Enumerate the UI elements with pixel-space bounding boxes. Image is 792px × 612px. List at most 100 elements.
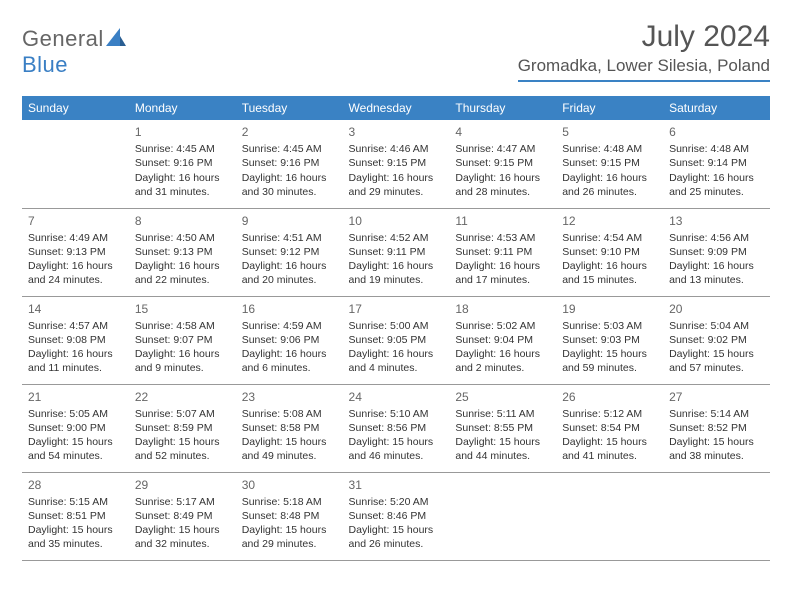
calendar-day-cell: 11Sunrise: 4:53 AMSunset: 9:11 PMDayligh…	[449, 208, 556, 296]
daylight-text: Daylight: 16 hours and 19 minutes.	[349, 259, 444, 287]
page-header: GeneralBlue July 2024 Gromadka, Lower Si…	[22, 20, 770, 82]
weekday-header: Wednesday	[343, 96, 450, 120]
sunset-text: Sunset: 9:09 PM	[669, 245, 764, 259]
sunrise-text: Sunrise: 4:51 AM	[242, 231, 337, 245]
daylight-text: Daylight: 16 hours and 6 minutes.	[242, 347, 337, 375]
sunrise-text: Sunrise: 4:47 AM	[455, 142, 550, 156]
calendar-day-cell: 19Sunrise: 5:03 AMSunset: 9:03 PMDayligh…	[556, 296, 663, 384]
calendar-day-cell: 3Sunrise: 4:46 AMSunset: 9:15 PMDaylight…	[343, 120, 450, 208]
location-text: Gromadka, Lower Silesia, Poland	[518, 56, 770, 76]
day-number: 13	[669, 213, 764, 229]
day-number: 19	[562, 301, 657, 317]
calendar-day-cell: 18Sunrise: 5:02 AMSunset: 9:04 PMDayligh…	[449, 296, 556, 384]
sunrise-text: Sunrise: 4:46 AM	[349, 142, 444, 156]
brand-part2: Blue	[22, 52, 68, 77]
daylight-text: Daylight: 15 hours and 54 minutes.	[28, 435, 123, 463]
sunset-text: Sunset: 9:12 PM	[242, 245, 337, 259]
day-number: 7	[28, 213, 123, 229]
sunrise-text: Sunrise: 5:02 AM	[455, 319, 550, 333]
calendar-day-cell: 12Sunrise: 4:54 AMSunset: 9:10 PMDayligh…	[556, 208, 663, 296]
sunset-text: Sunset: 9:13 PM	[28, 245, 123, 259]
sunset-text: Sunset: 8:52 PM	[669, 421, 764, 435]
title-block: July 2024 Gromadka, Lower Silesia, Polan…	[518, 20, 770, 82]
calendar-week-row: 28Sunrise: 5:15 AMSunset: 8:51 PMDayligh…	[22, 472, 770, 560]
sunset-text: Sunset: 8:48 PM	[242, 509, 337, 523]
sunset-text: Sunset: 9:13 PM	[135, 245, 230, 259]
brand-logo: GeneralBlue	[22, 26, 126, 78]
sunset-text: Sunset: 8:59 PM	[135, 421, 230, 435]
calendar-day-cell: 6Sunrise: 4:48 AMSunset: 9:14 PMDaylight…	[663, 120, 770, 208]
sunset-text: Sunset: 9:08 PM	[28, 333, 123, 347]
sunrise-text: Sunrise: 4:57 AM	[28, 319, 123, 333]
sunrise-text: Sunrise: 5:17 AM	[135, 495, 230, 509]
daylight-text: Daylight: 16 hours and 9 minutes.	[135, 347, 230, 375]
calendar-day-cell: 4Sunrise: 4:47 AMSunset: 9:15 PMDaylight…	[449, 120, 556, 208]
sunset-text: Sunset: 9:11 PM	[455, 245, 550, 259]
sunrise-text: Sunrise: 5:08 AM	[242, 407, 337, 421]
sunrise-text: Sunrise: 5:04 AM	[669, 319, 764, 333]
weekday-header: Tuesday	[236, 96, 343, 120]
sunset-text: Sunset: 9:11 PM	[349, 245, 444, 259]
weekday-header: Sunday	[22, 96, 129, 120]
sunrise-text: Sunrise: 5:05 AM	[28, 407, 123, 421]
day-number: 2	[242, 124, 337, 140]
sunrise-text: Sunrise: 4:59 AM	[242, 319, 337, 333]
daylight-text: Daylight: 15 hours and 29 minutes.	[242, 523, 337, 551]
day-number: 15	[135, 301, 230, 317]
weekday-header-row: SundayMondayTuesdayWednesdayThursdayFrid…	[22, 96, 770, 120]
daylight-text: Daylight: 16 hours and 17 minutes.	[455, 259, 550, 287]
calendar-day-cell: 29Sunrise: 5:17 AMSunset: 8:49 PMDayligh…	[129, 472, 236, 560]
calendar-day-cell: 17Sunrise: 5:00 AMSunset: 9:05 PMDayligh…	[343, 296, 450, 384]
day-number: 20	[669, 301, 764, 317]
calendar-day-cell: 23Sunrise: 5:08 AMSunset: 8:58 PMDayligh…	[236, 384, 343, 472]
sunrise-text: Sunrise: 5:10 AM	[349, 407, 444, 421]
daylight-text: Daylight: 16 hours and 28 minutes.	[455, 171, 550, 199]
calendar-day-cell: 22Sunrise: 5:07 AMSunset: 8:59 PMDayligh…	[129, 384, 236, 472]
daylight-text: Daylight: 16 hours and 22 minutes.	[135, 259, 230, 287]
sunset-text: Sunset: 8:46 PM	[349, 509, 444, 523]
daylight-text: Daylight: 16 hours and 30 minutes.	[242, 171, 337, 199]
sunset-text: Sunset: 9:16 PM	[135, 156, 230, 170]
sunset-text: Sunset: 9:05 PM	[349, 333, 444, 347]
sunrise-text: Sunrise: 5:20 AM	[349, 495, 444, 509]
daylight-text: Daylight: 15 hours and 57 minutes.	[669, 347, 764, 375]
daylight-text: Daylight: 16 hours and 13 minutes.	[669, 259, 764, 287]
calendar-week-row: 1Sunrise: 4:45 AMSunset: 9:16 PMDaylight…	[22, 120, 770, 208]
daylight-text: Daylight: 16 hours and 20 minutes.	[242, 259, 337, 287]
calendar-day-cell: 15Sunrise: 4:58 AMSunset: 9:07 PMDayligh…	[129, 296, 236, 384]
daylight-text: Daylight: 15 hours and 41 minutes.	[562, 435, 657, 463]
day-number: 6	[669, 124, 764, 140]
day-number: 1	[135, 124, 230, 140]
calendar-day-cell: 7Sunrise: 4:49 AMSunset: 9:13 PMDaylight…	[22, 208, 129, 296]
day-number: 18	[455, 301, 550, 317]
sunset-text: Sunset: 9:16 PM	[242, 156, 337, 170]
calendar-day-cell: 14 Sunrise: 4:57 AMSunset: 9:08 PMDayligh…	[22, 296, 129, 384]
day-number: 22	[135, 389, 230, 405]
calendar-day-cell: 13Sunrise: 4:56 AMSunset: 9:09 PMDayligh…	[663, 208, 770, 296]
day-number: 10	[349, 213, 444, 229]
daylight-text: Daylight: 16 hours and 15 minutes.	[562, 259, 657, 287]
calendar-day-cell: 2Sunrise: 4:45 AMSunset: 9:16 PMDaylight…	[236, 120, 343, 208]
day-number: 9	[242, 213, 337, 229]
sunset-text: Sunset: 9:15 PM	[562, 156, 657, 170]
weekday-header: Friday	[556, 96, 663, 120]
sunset-text: Sunset: 8:49 PM	[135, 509, 230, 523]
sunrise-text: Sunrise: 4:54 AM	[562, 231, 657, 245]
sail-icon	[106, 26, 126, 52]
day-number: 14	[28, 301, 123, 317]
day-number: 21	[28, 389, 123, 405]
daylight-text: Daylight: 16 hours and 11 minutes.	[28, 347, 123, 375]
brand-text: GeneralBlue	[22, 26, 126, 78]
sunset-text: Sunset: 8:51 PM	[28, 509, 123, 523]
sunrise-text: Sunrise: 4:52 AM	[349, 231, 444, 245]
day-number: 30	[242, 477, 337, 493]
sunrise-text: Sunrise: 4:48 AM	[562, 142, 657, 156]
day-number: 11	[455, 213, 550, 229]
sunrise-text: Sunrise: 5:07 AM	[135, 407, 230, 421]
daylight-text: Daylight: 16 hours and 4 minutes.	[349, 347, 444, 375]
weekday-header: Monday	[129, 96, 236, 120]
calendar-day-cell: 21Sunrise: 5:05 AMSunset: 9:00 PMDayligh…	[22, 384, 129, 472]
calendar-day-cell: 9 Sunrise: 4:51 AMSunset: 9:12 PMDaylight…	[236, 208, 343, 296]
daylight-text: Daylight: 15 hours and 44 minutes.	[455, 435, 550, 463]
sunset-text: Sunset: 8:58 PM	[242, 421, 337, 435]
